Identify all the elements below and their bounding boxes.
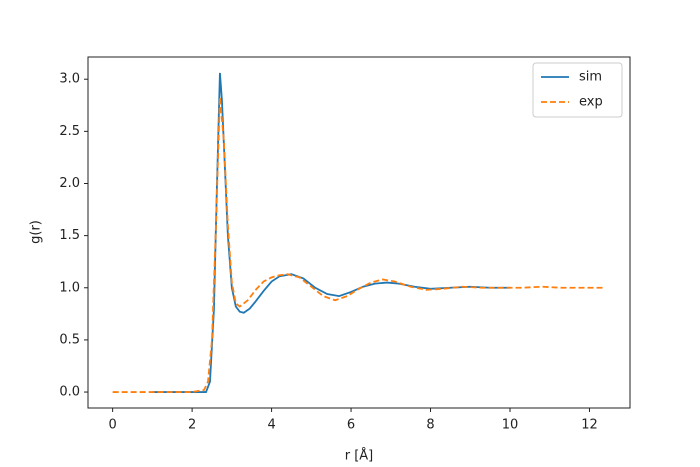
- x-tick-label: 6: [347, 418, 355, 433]
- y-axis-label: g(r): [29, 220, 44, 244]
- legend-label: sim: [579, 70, 602, 85]
- y-tick-label: 2.5: [59, 124, 80, 139]
- y-tick-label: 3.0: [59, 72, 80, 87]
- x-tick-label: 12: [581, 418, 598, 433]
- y-tick-label: 0.5: [59, 332, 80, 347]
- plot-frame: [87, 56, 631, 409]
- data-line: [152, 72, 510, 393]
- x-tick-label: 2: [188, 418, 196, 433]
- y-tick-label: 2.0: [59, 176, 80, 191]
- y-tick-label: 0.0: [59, 385, 80, 400]
- x-axis-label: r [Å]: [345, 448, 374, 464]
- x-tick-label: 4: [267, 418, 275, 433]
- x-tick-label: 8: [426, 418, 434, 433]
- y-tick-label: 1.0: [59, 280, 80, 295]
- legend-label: exp: [579, 95, 603, 110]
- y-tick-label: 1.5: [59, 228, 80, 243]
- legend-box: [532, 62, 623, 118]
- x-tick-label: 10: [502, 418, 519, 433]
- x-tick-label: 0: [108, 418, 116, 433]
- data-line: [112, 96, 606, 393]
